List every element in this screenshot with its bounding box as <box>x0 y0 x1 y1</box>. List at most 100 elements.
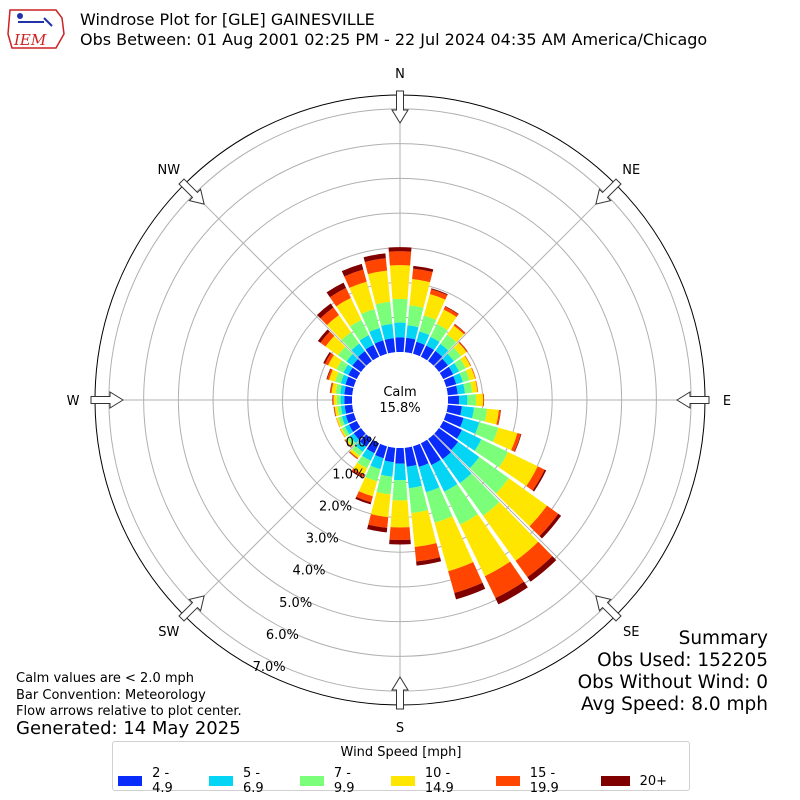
windrose-bar <box>361 448 375 461</box>
windrose-bar <box>326 315 352 341</box>
windrose-bar <box>458 394 468 406</box>
windrose-bar <box>344 395 353 405</box>
windrose-bar <box>527 556 557 582</box>
windrose-bar <box>418 463 440 493</box>
windrose-bar <box>429 289 448 300</box>
windrose-bar <box>370 491 391 518</box>
windrose-bar <box>375 301 393 326</box>
windrose-bar <box>465 367 476 381</box>
windrose-bar <box>343 364 353 376</box>
direction-label: E <box>723 394 731 409</box>
windrose-bar <box>447 347 461 362</box>
windrose-bar <box>351 468 365 478</box>
windrose-bar <box>345 438 353 448</box>
flow-arrow-icon <box>676 391 710 409</box>
windrose-bar <box>495 581 528 605</box>
legend-item: 5 - 6.9 <box>208 766 278 796</box>
legend-label: 5 - 6.9 <box>242 766 264 796</box>
legend-label: 20+ <box>639 773 667 789</box>
windrose-bar <box>423 293 446 320</box>
windrose-bar <box>329 369 339 382</box>
windrose-bar <box>416 331 430 345</box>
flow-arrow-icon <box>595 178 622 205</box>
legend-label: 10 - 14.9 <box>424 766 454 796</box>
summary-avg-speed: Avg Speed: 8.0 mph <box>580 694 768 715</box>
windrose-bar <box>407 305 424 328</box>
windrose-bar <box>395 337 405 353</box>
windrose-bar <box>498 410 501 426</box>
flow-arrow-icon <box>178 595 205 622</box>
windrose-bar <box>323 352 332 364</box>
windrose-bar <box>404 446 417 467</box>
windrose-bar <box>368 514 389 528</box>
windrose-bar <box>532 469 547 492</box>
windrose-bar <box>374 340 388 357</box>
radial-tick-label: 2.0% <box>319 500 352 515</box>
title-station: Windrose Plot for [GLE] GAINESVILLE <box>80 10 375 29</box>
notes: Calm values are < 2.0 mph Bar Convention… <box>16 671 242 721</box>
windrose-bar <box>336 417 340 428</box>
windrose-bar <box>369 328 384 344</box>
windrose-bar <box>447 395 460 405</box>
windrose-bar <box>467 394 477 406</box>
radial-tick-label: 5.0% <box>279 596 312 611</box>
windrose-bar <box>395 447 405 464</box>
windrose-bar <box>341 415 349 425</box>
grid-spoke <box>433 183 617 367</box>
grid-spoke <box>433 433 617 617</box>
windrose-bar <box>326 368 331 380</box>
windrose-bar <box>416 557 442 566</box>
windrose-bar <box>529 505 559 537</box>
windrose-bar <box>470 380 478 393</box>
radial-tick-label: 7.0% <box>253 660 286 675</box>
windrose-bar <box>349 433 360 444</box>
windrose-bar <box>454 582 486 600</box>
calm-circle <box>352 352 448 448</box>
windrose-bar <box>446 404 462 416</box>
windrose-bar <box>388 247 412 252</box>
windrose-bar <box>475 422 499 443</box>
windrose-bar <box>453 373 463 385</box>
windrose-bar <box>367 524 388 533</box>
windrose-bar <box>460 406 475 419</box>
windrose-bar <box>388 251 412 266</box>
windrose-bar <box>351 343 365 357</box>
windrose-bar <box>392 298 408 323</box>
radial-tick-label: 0.0% <box>346 435 379 450</box>
summary-obs-used: Obs Used: 152205 <box>597 650 768 671</box>
windrose-bar <box>495 478 547 527</box>
windrose-bar <box>358 476 378 497</box>
windrose-bar <box>447 325 465 343</box>
windrose-bar <box>434 358 449 372</box>
windrose-bar <box>475 380 479 393</box>
flow-arrow-icon <box>391 90 409 124</box>
windrose-bar <box>332 394 334 406</box>
windrose-bar <box>340 374 349 385</box>
windrose-bar <box>329 382 332 394</box>
direction-label: W <box>67 394 80 409</box>
legend-items: 2 - 4.9 5 - 6.9 7 - 9.9 10 - 14.9 15 - 19.9 2… <box>118 766 689 796</box>
windrose-bar <box>471 367 476 379</box>
legend-swatch <box>208 776 233 786</box>
windrose-bar <box>439 420 463 439</box>
windrose-bar <box>366 439 380 454</box>
title-period: Obs Between: 01 Aug 2001 02:25 PM - 22 J… <box>80 30 708 49</box>
windrose-bar <box>344 439 352 448</box>
windrose-bar <box>406 465 422 489</box>
legend-swatch <box>390 776 415 786</box>
windrose-bar <box>335 372 344 384</box>
grid-spoke <box>183 183 367 367</box>
legend-swatch <box>118 776 143 786</box>
windrose-bar <box>353 462 368 475</box>
radial-tick-label: 4.0% <box>292 564 325 579</box>
windrose-bar <box>344 424 354 435</box>
windrose-bar <box>330 382 334 394</box>
windrose-bar <box>413 265 434 273</box>
windrose-bar <box>469 456 509 494</box>
legend-item: 7 - 9.9 <box>299 766 369 796</box>
windrose-bar <box>428 350 443 366</box>
direction-label: NW <box>157 163 180 178</box>
note-flow: Flow arrows relative to plot center. <box>16 704 242 719</box>
windrose-bar <box>317 329 330 343</box>
windrose-bar <box>482 393 485 407</box>
